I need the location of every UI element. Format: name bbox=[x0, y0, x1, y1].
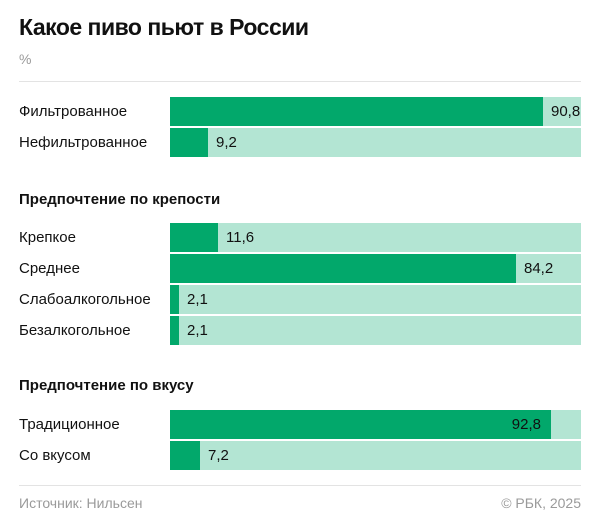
data-label: 84,2 bbox=[524, 260, 554, 277]
bar-track: 90,8 bbox=[170, 97, 581, 126]
bar bbox=[170, 128, 208, 157]
bar-track: 92,8 bbox=[170, 410, 581, 439]
bottom-divider bbox=[19, 485, 581, 486]
source-note: Источник: Нильсен bbox=[19, 495, 143, 511]
copyright: © РБК, 2025 bbox=[501, 495, 581, 511]
bar bbox=[170, 316, 179, 345]
category-label: Со вкусом bbox=[19, 447, 91, 464]
category-label: Безалкогольное bbox=[19, 322, 131, 339]
section-heading: Предпочтение по крепости bbox=[19, 191, 221, 208]
data-label: 92,8 bbox=[511, 416, 541, 433]
bar-track: 7,2 bbox=[170, 441, 581, 470]
category-label: Традиционное bbox=[19, 416, 120, 433]
bar bbox=[170, 97, 543, 126]
bar-track: 2,1 bbox=[170, 316, 581, 345]
category-label: Крепкое bbox=[19, 229, 76, 246]
data-label: 9,2 bbox=[216, 134, 237, 151]
data-label: 90,8 bbox=[551, 103, 581, 120]
category-label: Фильтрованное bbox=[19, 103, 128, 120]
chart-title: Какое пиво пьют в России bbox=[19, 14, 309, 40]
bar bbox=[170, 223, 218, 252]
category-label: Нефильтрованное bbox=[19, 134, 148, 151]
bar bbox=[170, 410, 551, 439]
bar-track: 9,2 bbox=[170, 128, 581, 157]
bar-track: 84,2 bbox=[170, 254, 581, 283]
bar bbox=[170, 441, 200, 470]
bar bbox=[170, 254, 516, 283]
top-divider bbox=[19, 81, 581, 82]
bar-track: 2,1 bbox=[170, 285, 581, 314]
section-heading: Предпочтение по вкусу bbox=[19, 377, 194, 394]
data-label: 2,1 bbox=[187, 322, 208, 339]
data-label: 2,1 bbox=[187, 291, 208, 308]
bar-track: 11,6 bbox=[170, 223, 581, 252]
data-label: 11,6 bbox=[226, 229, 255, 246]
category-label: Среднее bbox=[19, 260, 80, 277]
category-label: Слабоалкогольное bbox=[19, 291, 151, 308]
bar bbox=[170, 285, 179, 314]
data-label: 7,2 bbox=[208, 447, 229, 464]
unit-label: % bbox=[19, 51, 32, 67]
